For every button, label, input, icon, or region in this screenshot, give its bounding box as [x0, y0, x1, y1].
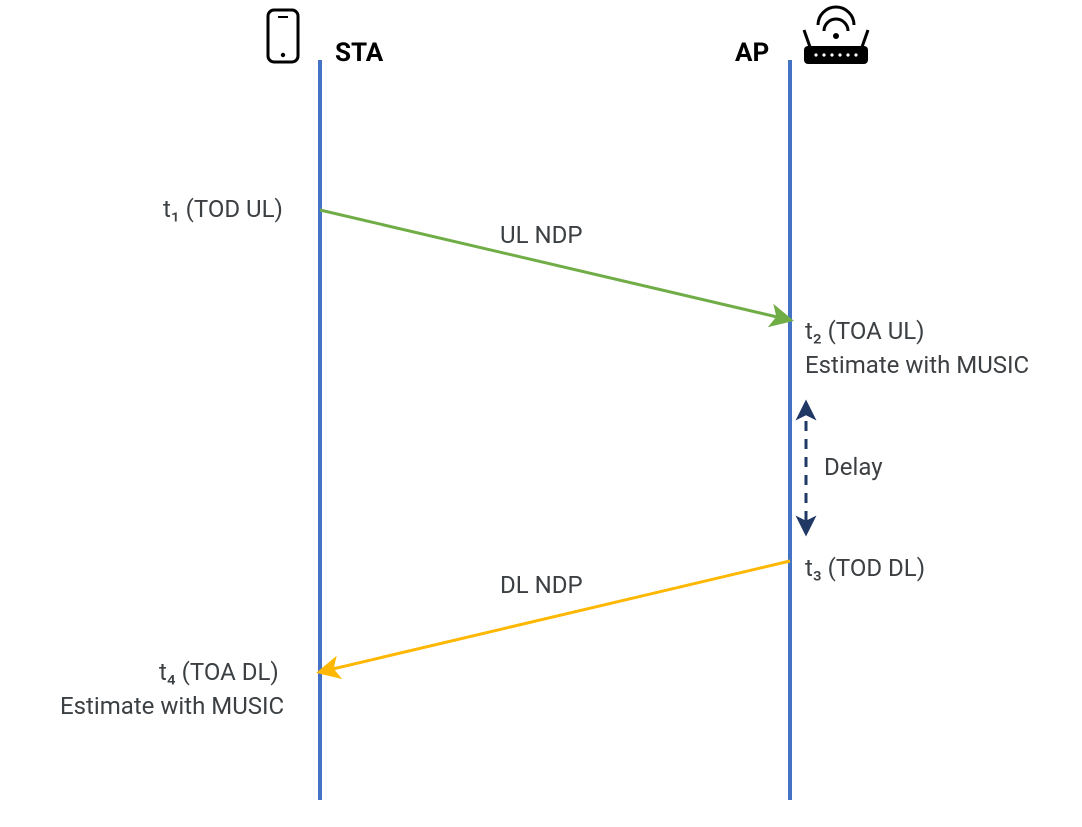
- ap-title: AP: [735, 38, 769, 68]
- router-icon: [804, 7, 868, 64]
- t2b-label: Estimate with MUSIC: [805, 350, 1029, 380]
- phone-icon: [268, 10, 298, 62]
- t3-label: t₃ (TOD DL): [805, 553, 925, 583]
- dlndp-label: DL NDP: [500, 570, 583, 600]
- t4b-label: Estimate with MUSIC: [60, 691, 284, 721]
- sta-title: STA: [335, 38, 383, 68]
- ulndp-label: UL NDP: [500, 220, 582, 250]
- delay-label: Delay: [824, 452, 883, 482]
- t4-label: t₄ (TOA DL): [159, 657, 279, 687]
- t1-label: t₁ (TOD UL): [163, 194, 283, 224]
- t2-label: t₂ (TOA UL): [805, 316, 925, 346]
